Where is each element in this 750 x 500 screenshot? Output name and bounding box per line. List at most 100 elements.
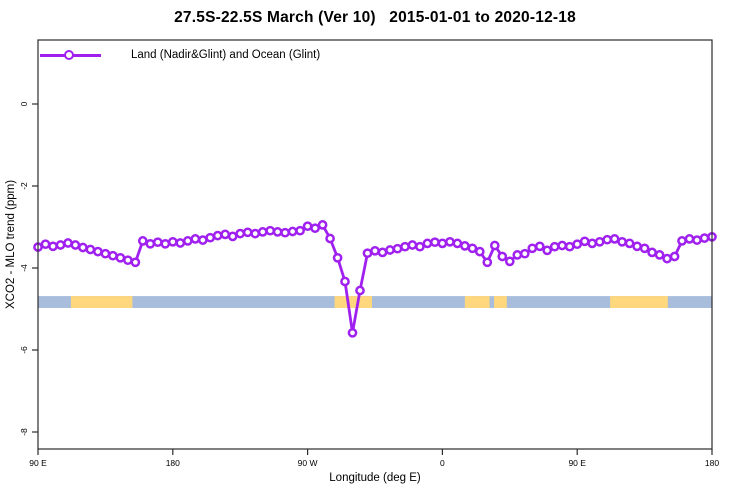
data-point [347, 327, 358, 338]
data-point [40, 239, 51, 250]
data-point [85, 244, 96, 255]
data-point [519, 248, 530, 259]
land-band-segment [334, 296, 373, 308]
data-point [235, 228, 246, 239]
x-tick-label: 180 [166, 458, 180, 468]
data-point [55, 240, 66, 250]
data-point [647, 247, 657, 258]
data-point [295, 225, 305, 236]
data-point [422, 238, 433, 249]
y-tick-label: -2 [19, 182, 29, 190]
data-point [512, 250, 523, 260]
y-tick-label: -4 [19, 264, 29, 272]
data-point [460, 241, 470, 251]
data-point [445, 236, 455, 247]
data-point [400, 241, 410, 252]
data-point [123, 255, 133, 266]
data-point [205, 232, 216, 243]
data-point [497, 251, 508, 262]
data-point [534, 241, 545, 252]
y-axis-title: XCO2 - MLO trend (ppm) [5, 179, 17, 310]
data-point [340, 276, 350, 287]
land-band-segment [70, 296, 133, 308]
data-point [662, 253, 672, 264]
x-tick-label: 0 [440, 458, 445, 468]
data-point [474, 246, 485, 257]
data-point [332, 252, 343, 263]
data-point [145, 238, 156, 249]
data-point [48, 241, 58, 252]
data-point [310, 223, 320, 234]
data-point [624, 238, 635, 249]
x-axis-title: Longitude (deg E) [329, 472, 421, 484]
data-point [70, 240, 81, 250]
chart-title: 27.5S-22.5S March (Ver 10) 2015-01-01 to… [174, 9, 576, 26]
data-point [115, 252, 126, 263]
data-point [392, 243, 403, 254]
data-point [430, 237, 440, 248]
data-point [152, 237, 163, 248]
x-tick-label: 90 E [29, 458, 47, 468]
data-point [137, 236, 148, 246]
y-tick-label: -6 [19, 346, 29, 354]
data-point [325, 233, 335, 244]
y-tick-label: -8 [19, 428, 29, 436]
data-point [167, 236, 178, 247]
data-point [557, 240, 568, 251]
data-point [407, 240, 418, 250]
data-point [362, 248, 373, 259]
data-point [242, 227, 253, 238]
land-band-segment [494, 296, 507, 308]
x-tick-label: 90 E [568, 458, 586, 468]
open-circle-marker-icon [64, 49, 74, 60]
x-tick-label: 180 [705, 458, 719, 468]
data-point [654, 250, 665, 260]
data-point [564, 241, 575, 252]
data-point [579, 236, 590, 247]
data-point [609, 234, 620, 244]
data-point [317, 220, 328, 230]
data-point [227, 231, 238, 242]
data-point [692, 235, 702, 245]
data-point [632, 241, 642, 252]
plot-border [37, 39, 713, 450]
land-band-segment [464, 296, 490, 308]
x-tick-label: 90 W [298, 458, 318, 468]
legend-label: Land (Nadir&Glint) and Ocean (Glint) [131, 49, 321, 61]
y-tick-label: 0 [19, 101, 29, 106]
data-point [78, 242, 88, 253]
data-point [93, 246, 103, 257]
data-point [377, 247, 388, 258]
data-point [280, 227, 290, 238]
data-point [108, 250, 118, 261]
data-point [287, 226, 298, 237]
data-point [130, 257, 141, 268]
legend: Land (Nadir&Glint) and Ocean (Glint) [40, 48, 320, 62]
land-band-segment [610, 296, 668, 308]
data-point [182, 236, 193, 246]
data-point [370, 245, 380, 256]
data-point [677, 236, 687, 246]
data-point [220, 229, 231, 240]
data-point [504, 256, 515, 267]
data-point [190, 234, 201, 244]
data-point [452, 238, 463, 249]
data-point [272, 227, 283, 237]
data-point [415, 241, 425, 252]
legend-sample [40, 48, 101, 62]
data-point [617, 236, 627, 247]
data-point [467, 243, 478, 254]
data-point [302, 221, 313, 232]
data-point [482, 257, 493, 268]
data-point [527, 243, 538, 254]
data-point [257, 227, 268, 237]
ocean-band [38, 296, 712, 308]
data-point [699, 233, 710, 243]
data-point [355, 285, 365, 296]
data-point [594, 236, 605, 247]
data-point [437, 238, 448, 249]
data-point [212, 230, 223, 241]
data-point [639, 243, 650, 254]
